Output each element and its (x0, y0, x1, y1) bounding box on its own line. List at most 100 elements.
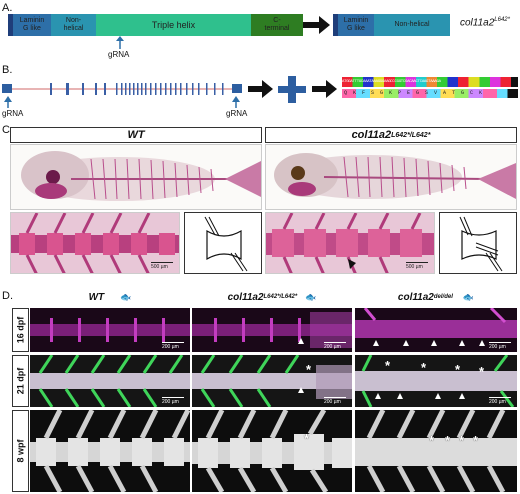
laminin-label: Laminin G like (19, 17, 45, 32)
asterisk-8-del-2: * (445, 433, 451, 448)
sequence-bottom: Q K F S G K P E G S V A T G C K (344, 90, 483, 96)
d-header-mut-sup: L642*/L642* (263, 294, 298, 300)
d-header-wt: WT 🐟 (30, 288, 190, 306)
mut-n-term-cap (333, 14, 338, 36)
d-header-del: col11a2 del/del 🐟 (355, 288, 517, 306)
d-8wpf-del-drawing (355, 410, 517, 492)
triple-helix-label: Triple helix (151, 20, 196, 30)
c-header-mut: col11a2 L642*/L642* (265, 127, 517, 143)
asterisk-8-del-3: * (459, 433, 465, 448)
arrowhead-16-del-1 (373, 340, 379, 346)
d-16dpf-wt-drawing (30, 318, 190, 342)
c-header-wt: WT (10, 127, 262, 143)
row-label-8wpf-text: 8 wpf (15, 439, 26, 463)
panel-c-letter: C. (2, 124, 13, 136)
d-scale-2: 200 µm (324, 342, 346, 350)
nonhelical-domain: Non- helical (51, 14, 96, 36)
mut-fish-drawing (274, 153, 516, 199)
d-scale-5: 200 µm (324, 397, 346, 405)
arrowhead-21-del-1 (375, 393, 381, 399)
asterisk-8-del-4: * (473, 433, 479, 448)
wt-fish-drawing (21, 151, 261, 201)
n-term-cap (8, 14, 13, 36)
gene-structure-diagram (2, 76, 337, 108)
panel-b-letter: B. (2, 64, 13, 76)
d-8wpf-mut: * (192, 410, 352, 492)
d-8wpf-wt (30, 410, 190, 492)
grna-label-b-left: gRNA (2, 109, 24, 118)
chromatogram: ATGGATTTGCAAATAAAGGGAAGCCCGGTCGACAACTCAA… (342, 77, 518, 103)
d-16dpf-del: 200 µm (355, 308, 517, 352)
mut-nonhelical-domain: Non-helical (374, 14, 450, 36)
laminin-domain: Laminin G like (13, 14, 51, 36)
d-header-del-sup: del/del (433, 294, 453, 300)
d-16dpf-mut: 200 µm (192, 308, 352, 352)
d-8wpf-wt-drawing (30, 410, 190, 492)
d-8wpf-mut-drawing (192, 410, 352, 492)
d-21dpf-mut-drawing (192, 355, 352, 407)
wt-fish-image (10, 144, 262, 210)
asterisk-21-del-4: * (479, 364, 485, 379)
arrowhead-16-del-3 (431, 340, 437, 346)
mut-nonhelical-label: Non-helical (394, 21, 430, 28)
panel-d-letter: D. (2, 290, 13, 302)
asterisk-8-mut: * (304, 431, 310, 446)
c-terminal-label: C- terminal (264, 17, 290, 32)
d-scale-3: 200 µm (489, 342, 511, 350)
d-16dpf-del-drawing (355, 308, 517, 338)
grna-arrow-a (116, 36, 124, 49)
mut-laminin-domain: Laminin G like (338, 14, 374, 36)
asterisk-8-del-1: * (429, 433, 435, 448)
fish-icon-2: 🐟 (305, 291, 317, 302)
c-scale-left: 500 µm (151, 262, 173, 270)
d-scale-1: 200 µm (162, 342, 184, 350)
c-header-wt-text: WT (127, 129, 145, 141)
d-header-del-name: col11a2 (397, 291, 434, 303)
row-label-16dpf: 16 dpf (12, 308, 29, 352)
d-header-mut: col11a2 L642*/L642* 🐟 (192, 288, 352, 306)
asterisk-21-del-2: * (421, 360, 427, 375)
c-scale-right: 500 µm (406, 262, 428, 270)
fish-icon-1: 🐟 (120, 291, 132, 302)
mut-spine-closeup: 500 µm (265, 212, 435, 274)
mut-vertebra-drawing (459, 216, 503, 272)
d-21dpf-del: * * * * 200 µm (355, 355, 517, 407)
mut-fish-image (265, 144, 517, 210)
d-21dpf-wt-drawing (30, 355, 190, 407)
c-header-mut-sup: L642*/L642* (391, 131, 431, 139)
fish-icon-3: 🐟 (462, 291, 475, 302)
wt-spine-drawing (11, 213, 179, 273)
wt-spine-closeup: 500 µm (10, 212, 180, 274)
row-label-16dpf-text: 16 dpf (15, 316, 26, 344)
asterisk-21-del-3: * (455, 362, 461, 377)
wildtype-protein-bar: Laminin G like Non- helical Triple helix… (8, 14, 306, 36)
panel-a-letter: A. (2, 2, 13, 14)
arrowhead-21-del-2 (397, 393, 403, 399)
arrowhead-16-del-4 (459, 340, 465, 346)
d-8wpf-del: * * * * (355, 410, 517, 492)
truncated-protein-bar: Laminin G like Non-helical (333, 14, 453, 36)
wt-vertebra-schematic (184, 212, 262, 274)
row-label-21dpf: 21 dpf (12, 355, 29, 407)
row-label-8wpf: 8 wpf (12, 410, 29, 492)
grna-label-b-right: gRNA (226, 109, 248, 118)
asterisk-21-del-1: * (385, 358, 391, 373)
mut-vertebra-schematic (439, 212, 517, 274)
grna-label-a: gRNA (108, 50, 130, 59)
c-terminal-domain: C- terminal (251, 14, 303, 36)
exon-marks (50, 83, 224, 95)
d-scale-6: 200 µm (489, 397, 511, 405)
sequence-color-bar (342, 77, 518, 87)
arrowhead-21-mut (298, 387, 304, 393)
mut-spine-drawing (266, 213, 434, 273)
sequence-top: ATGGATTTGCAAATAAAGGGAAGCCCGGTCGACAACTCAA… (342, 80, 441, 84)
d-scale-4: 200 µm (162, 397, 184, 405)
nonhelical-label: Non- helical (63, 17, 84, 32)
asterisk-21-mut: * (306, 362, 312, 377)
gene-title-a: col11a2L642* (460, 17, 510, 28)
gene-title-a-name: col11a2 (460, 17, 495, 29)
d-21dpf-wt: 200 µm (30, 355, 190, 407)
triple-helix-domain: Triple helix (96, 14, 251, 36)
c-header-mut-name: col11a2 (351, 129, 392, 141)
d-16dpf-wt: 200 µm (30, 308, 190, 352)
